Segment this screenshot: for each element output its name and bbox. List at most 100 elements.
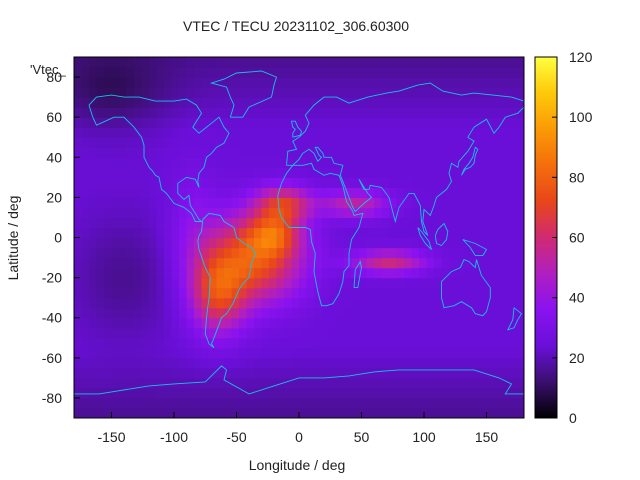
heat-cell (186, 237, 195, 249)
heat-cell (306, 67, 315, 78)
heat-cell (186, 67, 195, 78)
heat-cell (509, 127, 518, 138)
heat-cell (396, 407, 405, 418)
heat-cell (329, 237, 338, 249)
heat-cell (284, 367, 293, 379)
heat-cell (351, 337, 360, 349)
heat-cell (464, 177, 473, 188)
heat-cell (216, 397, 225, 409)
heat-cell (201, 337, 210, 349)
heat-cell (119, 97, 128, 108)
heat-cell (359, 377, 368, 389)
heat-cell (89, 177, 98, 188)
heat-cell (426, 297, 435, 309)
heat-cell (216, 107, 225, 118)
heat-cell (321, 67, 330, 78)
heat-cell (171, 287, 180, 299)
heat-cell (89, 67, 98, 78)
heat-cell (396, 337, 405, 349)
heat-cell (314, 107, 323, 118)
heat-cell (284, 327, 293, 339)
heat-cell (486, 197, 495, 209)
x-axis-ticks: -150 -100 -50 0 50 100 150 (97, 412, 498, 445)
heat-cell (269, 307, 278, 319)
heat-cell (456, 77, 465, 88)
heat-cell (164, 177, 173, 188)
heat-cell (389, 257, 398, 269)
heat-cell (224, 397, 233, 409)
heat-cell (164, 87, 173, 98)
heat-cell (516, 337, 524, 349)
coastline-greenland (209, 70, 278, 118)
heat-cell (321, 287, 330, 299)
heat-cell (96, 267, 105, 279)
heat-cell (464, 267, 473, 279)
heat-cell (81, 67, 90, 78)
heat-cell (96, 347, 105, 359)
heat-cell (224, 237, 233, 249)
heat-cell (261, 327, 270, 339)
heat-cell (456, 127, 465, 138)
heat-cell (201, 347, 210, 359)
heat-cell (449, 247, 458, 259)
heat-cell (501, 207, 510, 219)
heat-cell (179, 327, 188, 339)
heat-cell (156, 267, 165, 279)
heat-cell (164, 137, 173, 148)
y-tick-label: 20 (46, 189, 62, 205)
heat-cell (291, 217, 300, 229)
heat-cell (366, 57, 375, 68)
heat-cell (411, 227, 420, 239)
heat-cell (464, 227, 473, 239)
heat-cell (261, 357, 270, 369)
heat-cell (171, 97, 180, 108)
heat-cell (156, 387, 165, 399)
heat-cell (149, 237, 158, 249)
heat-cell (179, 237, 188, 249)
heat-cell (479, 187, 488, 198)
heat-cell (186, 347, 195, 359)
heat-cell (194, 67, 203, 78)
heat-cell (89, 107, 98, 118)
heat-cell (449, 397, 458, 409)
heat-cell (434, 77, 443, 88)
heat-cell (344, 177, 353, 188)
heat-cell (449, 307, 458, 319)
heat-cell (81, 157, 90, 168)
heat-cell (366, 307, 375, 319)
heat-cell (486, 57, 495, 68)
heat-cell (156, 137, 165, 148)
heat-cell (381, 397, 390, 409)
heat-cell (89, 397, 98, 409)
heat-cell (96, 67, 105, 78)
heat-cell (456, 157, 465, 168)
heat-cell (516, 147, 524, 158)
heat-cell (426, 187, 435, 198)
heat-cell (201, 377, 210, 389)
heat-cell (194, 297, 203, 309)
heat-cell (74, 167, 83, 178)
heat-cell (351, 317, 360, 329)
heat-cell (396, 97, 405, 108)
heat-cell (269, 57, 278, 68)
heat-cell (336, 197, 345, 209)
heat-cell (89, 207, 98, 219)
heat-cell (171, 187, 180, 198)
heat-cell (89, 87, 98, 98)
heat-cell (171, 397, 180, 409)
heat-cell (81, 137, 90, 148)
heat-cell (134, 207, 143, 219)
heat-cell (261, 127, 270, 138)
heat-cell (209, 267, 218, 279)
heat-cell (119, 387, 128, 399)
heat-cell (111, 237, 120, 249)
heat-cell (156, 347, 165, 359)
heat-cell (404, 217, 413, 229)
heat-cell (179, 137, 188, 148)
heat-cell (141, 137, 150, 148)
heat-cell (501, 367, 510, 379)
heat-cell (456, 217, 465, 229)
heat-cell (74, 157, 83, 168)
heat-cell (389, 177, 398, 188)
heat-cell (449, 227, 458, 239)
